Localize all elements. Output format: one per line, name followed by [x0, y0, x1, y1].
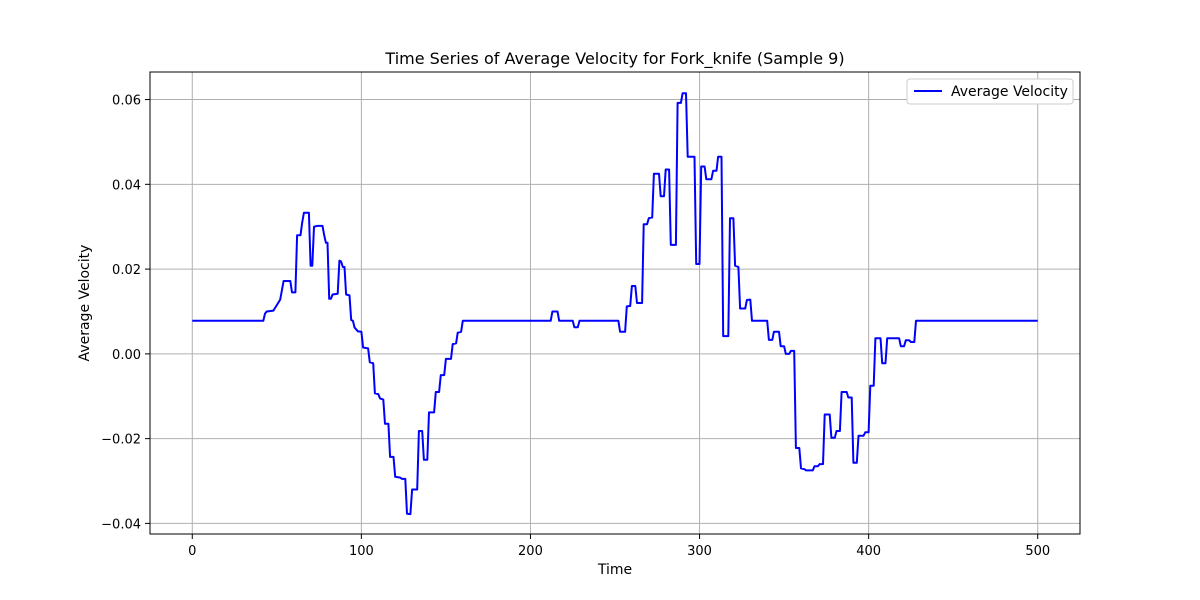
grid: [150, 72, 1080, 534]
plot-frame: [149, 71, 1081, 535]
series-line-average-velocity: [192, 92, 1038, 516]
x-tick-label: 100: [349, 544, 374, 559]
axis-ticks: 0 100 200 300 400 500 −0.04 −0.02 0.00 0.02 0.04 0.…: [101, 94, 1050, 559]
x-tick-label: 400: [856, 544, 881, 559]
legend: Average Velocity: [906, 78, 1074, 105]
y-tick-label: 0.00: [112, 348, 141, 363]
legend-box: [906, 78, 1074, 105]
y-tick-label: 0.02: [112, 263, 141, 278]
x-tick-label: 0: [188, 544, 196, 559]
y-tick-label: −0.04: [101, 517, 141, 532]
y-tick-label: 0.06: [112, 94, 141, 109]
chart-title: Time Series of Average Velocity for Fork…: [384, 49, 844, 69]
y-tick-label: 0.04: [112, 178, 141, 193]
x-axis-label: Time: [597, 562, 632, 578]
series-layer: [192, 92, 1038, 516]
y-axis-label: Average Velocity: [77, 245, 93, 362]
y-tick-label: −0.02: [101, 433, 141, 448]
legend-label: Average Velocity: [951, 84, 1068, 100]
x-tick-label: 300: [687, 544, 712, 559]
x-tick-label: 200: [518, 544, 543, 559]
x-tick-label: 500: [1025, 544, 1050, 559]
